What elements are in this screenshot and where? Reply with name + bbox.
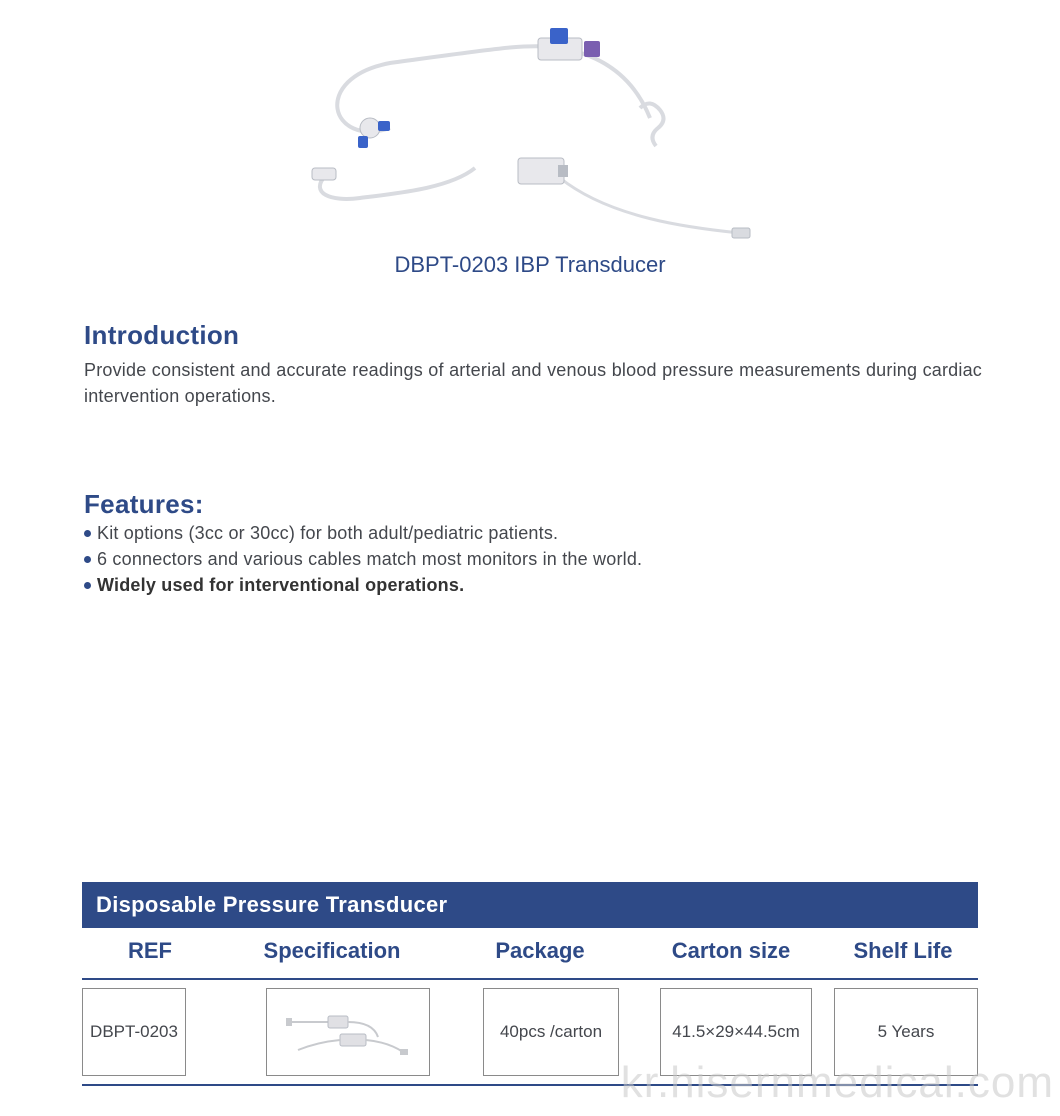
cell-specification-image — [266, 988, 430, 1076]
col-package: Package — [446, 938, 634, 964]
feature-item: Kit options (3cc or 30cc) for both adult… — [84, 520, 982, 546]
cell-package: 40pcs /carton — [483, 988, 619, 1076]
spec-table: Disposable Pressure Transducer REF Speci… — [82, 882, 978, 1086]
product-title: DBPT-0203 IBP Transducer — [0, 252, 1060, 278]
feature-text: Kit options (3cc or 30cc) for both adult… — [97, 520, 558, 546]
spec-table-column-headers: REF Specification Package Carton size Sh… — [82, 928, 978, 980]
introduction-section: Introduction Provide consistent and accu… — [0, 320, 1060, 409]
bullet-icon — [84, 530, 91, 537]
bullet-icon — [84, 556, 91, 563]
bullet-icon — [84, 582, 91, 589]
feature-item: Widely used for interventional operation… — [84, 572, 982, 598]
feature-text: 6 connectors and various cables match mo… — [97, 546, 642, 572]
spec-table-title: Disposable Pressure Transducer — [82, 882, 978, 928]
product-image-container — [0, 0, 1060, 248]
introduction-heading: Introduction — [84, 320, 982, 351]
cell-ref: DBPT-0203 — [82, 988, 186, 1076]
features-section: Features: Kit options (3cc or 30cc) for … — [0, 489, 1060, 598]
watermark: kr.hisernmedical.com — [621, 1058, 1054, 1108]
introduction-text: Provide consistent and accurate readings… — [84, 357, 982, 409]
col-specification: Specification — [218, 938, 446, 964]
col-carton-size: Carton size — [634, 938, 828, 964]
col-shelf-life: Shelf Life — [828, 938, 978, 964]
feature-text: Widely used for interventional operation… — [97, 572, 464, 598]
features-heading: Features: — [84, 489, 982, 520]
col-ref: REF — [82, 938, 218, 964]
product-illustration — [270, 18, 790, 248]
feature-item: 6 connectors and various cables match mo… — [84, 546, 982, 572]
features-list: Kit options (3cc or 30cc) for both adult… — [84, 520, 982, 598]
